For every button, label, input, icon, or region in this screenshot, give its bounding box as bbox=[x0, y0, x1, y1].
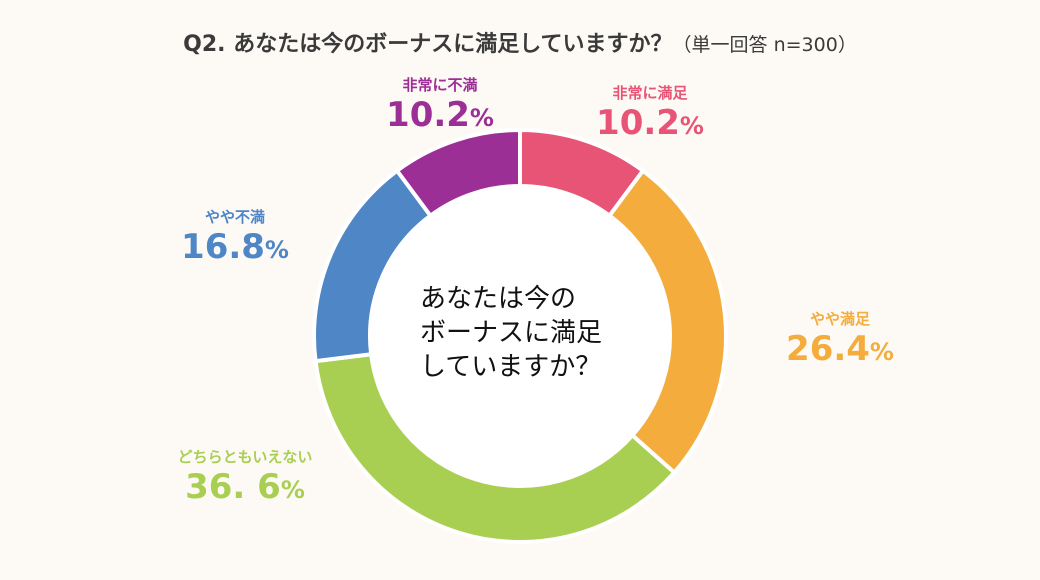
slice-value: 10.2% bbox=[596, 103, 704, 143]
slice-label-very-satisfied: 非常に満足 10.2% bbox=[575, 82, 725, 146]
donut-hole bbox=[370, 186, 670, 486]
center-label-line-1: あなたは今の bbox=[420, 284, 577, 314]
chart-title-sub: （単一回答 n=300） bbox=[672, 34, 857, 56]
chart-title: Q2. あなたは今のボーナスに満足していますか？（単一回答 n=300） bbox=[0, 26, 1040, 58]
chart-title-main: Q2. あなたは今のボーナスに満足していますか？ bbox=[183, 32, 673, 57]
slice-value: 26.4% bbox=[786, 329, 894, 369]
slice-label-somewhat-satisfied: やや満足 26.4% bbox=[760, 308, 920, 372]
slice-category: 非常に不満 bbox=[402, 76, 478, 94]
slice-label-very-dissatisfied: 非常に不満 10.2% bbox=[365, 74, 515, 138]
slice-value: 36. 6% bbox=[185, 467, 305, 507]
slice-category: やや満足 bbox=[809, 310, 870, 328]
center-label-line-3: していますか？ bbox=[420, 352, 602, 382]
slice-category: どちらともいえない bbox=[177, 448, 313, 466]
slice-value: 16.8% bbox=[181, 227, 289, 267]
slice-value: 10.2% bbox=[386, 95, 494, 135]
slice-label-somewhat-dissatisfied: やや不満 16.8% bbox=[160, 206, 310, 270]
center-label-line-2: ボーナスに満足 bbox=[420, 318, 603, 348]
slice-label-neutral: どちらともいえない 36. 6% bbox=[160, 446, 330, 510]
slice-category: やや不満 bbox=[204, 208, 265, 226]
donut-center-label: あなたは今の ボーナスに満足 していますか？ bbox=[420, 282, 620, 384]
slice-category: 非常に満足 bbox=[612, 84, 688, 102]
